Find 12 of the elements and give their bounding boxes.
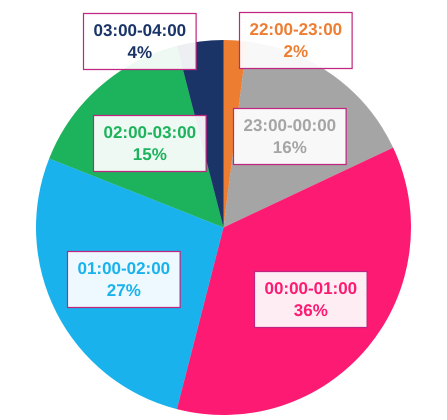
data-label: 16% xyxy=(272,138,307,158)
data-label: 2% xyxy=(284,42,308,62)
data-label: 36% xyxy=(294,301,328,320)
slice-label: 01:00-02:00 xyxy=(78,259,170,278)
slice-label: 00:00-01:00 xyxy=(264,279,358,298)
data-label: 27% xyxy=(106,281,141,300)
data-label: 15% xyxy=(132,145,167,164)
data-label: 4% xyxy=(128,43,152,62)
slice-label: 23:00-00:00 xyxy=(244,116,336,136)
slice-label: 03:00-04:00 xyxy=(94,21,186,40)
slice-label: 02:00-03:00 xyxy=(104,123,196,142)
slice-label: 22:00-23:00 xyxy=(250,20,342,40)
